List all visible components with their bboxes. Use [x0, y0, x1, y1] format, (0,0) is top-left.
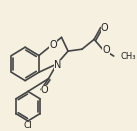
- Text: N: N: [54, 60, 62, 70]
- Text: O: O: [41, 85, 48, 95]
- Text: Cl: Cl: [24, 121, 32, 130]
- Text: O: O: [101, 23, 108, 32]
- Text: O: O: [49, 40, 57, 50]
- Text: O: O: [102, 45, 110, 55]
- Text: CH₃: CH₃: [120, 51, 136, 61]
